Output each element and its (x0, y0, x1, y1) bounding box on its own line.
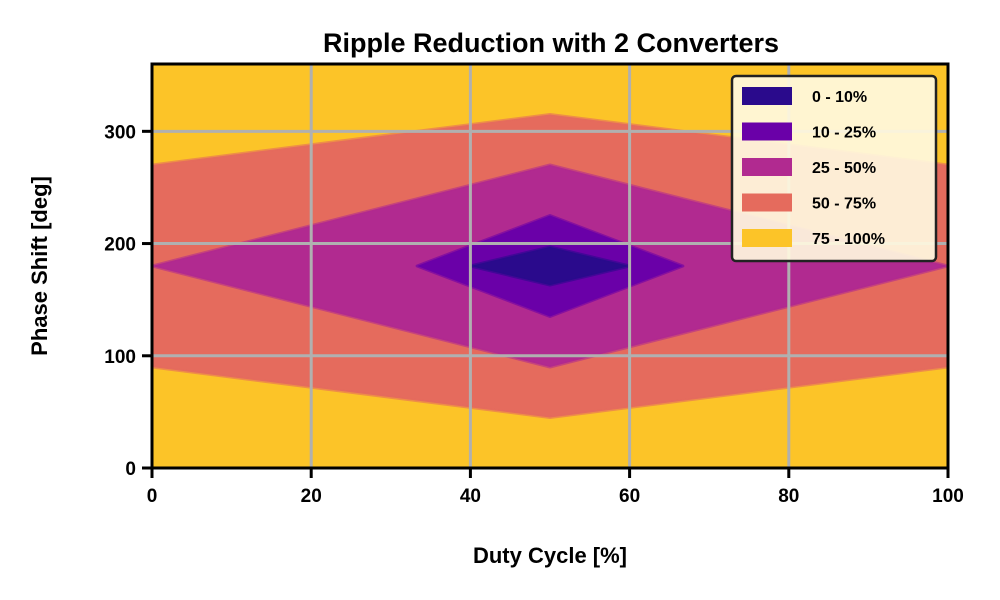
x-axis-ticks: 0 20 40 60 80 100 (147, 468, 964, 507)
legend-swatch-4 (742, 229, 792, 247)
x-tick-label-5: 100 (932, 486, 964, 507)
y-tick-label-2: 200 (104, 235, 136, 256)
y-tick-label-1: 100 (104, 347, 136, 368)
legend-items: 0 - 10% 10 - 25% 25 - 50% 50 - 75% 75 - 100% (742, 87, 885, 248)
legend-swatch-0 (742, 87, 792, 105)
y-tick-label-3: 300 (104, 122, 136, 143)
chart-title: Ripple Reduction with 2 Converters (323, 28, 779, 58)
x-tick-label-1: 20 (301, 486, 322, 507)
x-tick-label-4: 80 (778, 486, 799, 507)
legend-label-4: 75 - 100% (812, 231, 885, 248)
plot-frame (150, 62, 950, 470)
legend-swatch-1 (742, 122, 792, 141)
legend-label-3: 50 - 75% (812, 196, 876, 213)
legend: 0 - 10% 10 - 25% 25 - 50% 50 - 75% 75 - 100% (730, 74, 938, 263)
legend-box (730, 74, 938, 263)
legend-swatch-2 (742, 158, 792, 176)
legend-label-1: 10 - 25% (812, 125, 876, 142)
x-axis-label: Duty Cycle [%] (473, 543, 627, 568)
y-axis-ticks: 0 100 200 300 (104, 122, 152, 480)
legend-label-2: 25 - 50% (812, 160, 876, 177)
y-axis-label: Phase Shift [deg] (27, 176, 52, 356)
legend-swatch-3 (742, 193, 792, 212)
y-tick-label-0: 0 (125, 459, 136, 480)
x-tick-label-3: 60 (619, 486, 640, 507)
x-tick-label-2: 40 (460, 486, 481, 507)
x-tick-label-0: 0 (147, 486, 158, 507)
legend-label-0: 0 - 10% (812, 89, 867, 106)
